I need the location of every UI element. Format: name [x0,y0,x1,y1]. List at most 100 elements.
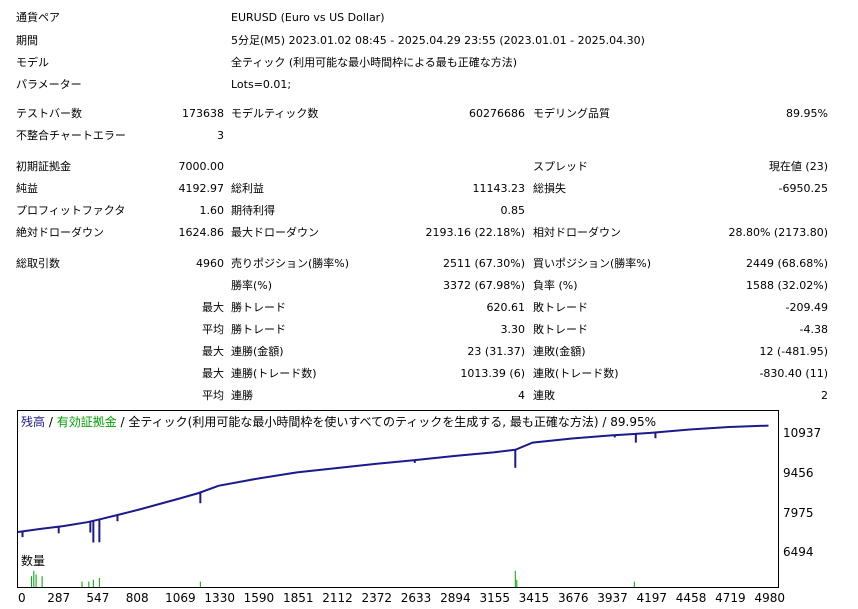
balance-line [18,424,769,533]
short-positions-value: 2511 (67.30%) [442,257,525,270]
x-tick: 2372 [361,591,392,605]
initial-deposit-label: 初期証拠金 [16,160,71,173]
consec-loss-amount-value: 12 (-481.95) [759,345,828,358]
consec-win-amount-label: 連勝(金額) [231,345,284,358]
model-quality-label: モデリング品質 [533,107,610,120]
consec-loss-trades-label: 連敗(トレード数) [533,367,619,380]
consec-win-amount-value: 23 (31.37) [467,345,525,358]
mismatch-value: 3 [217,129,224,142]
volume-label: 数量 [21,554,46,568]
x-tick: 547 [86,591,110,605]
short-positions-label: 売りポジション(勝率%) [231,257,350,270]
avg-loss-value: -4.38 [799,323,828,336]
y-tick: 7975 [783,506,814,520]
long-positions-value: 2449 (68.68%) [745,257,828,270]
win-rate-value: 3372 (67.98%) [442,279,525,292]
x-tick: 1851 [282,591,314,605]
avg-win-value: 3.30 [500,323,526,336]
expected-payoff-label: 期待利得 [231,204,275,217]
consec-win-trades-value: 1013.39 (6) [460,367,525,380]
legend-sep-2: / [116,415,129,429]
x-tick: 287 [47,591,71,605]
test-bars-value: 173638 [182,107,224,120]
volume-chart-svg [31,570,635,587]
info-label-period: 期間 [16,34,38,47]
avg-win-label: 勝トレード [231,323,286,336]
avg-consec-win-label: 連勝 [231,389,253,402]
x-tick: 1330 [204,591,235,605]
mismatch-label: 不整合チャートエラー [16,129,126,142]
max-drawdown-label: 最大ドローダウン [231,226,319,239]
x-tick: 1069 [165,591,196,605]
expected-payoff-value: 0.85 [500,204,526,217]
gross-profit-value: 11143.23 [472,182,526,195]
y-tick: 6494 [783,545,814,559]
avg-label-1: 平均 [202,323,224,336]
info-value-pair: EURUSD (Euro vs US Dollar) [231,11,385,24]
max-label-1: 最大 [202,301,224,314]
info-label-pair: 通貨ペア [16,11,60,24]
y-tick: 10937 [783,426,822,440]
initial-deposit-value: 7000.00 [178,160,225,173]
max-drawdown-value: 2193.16 (22.18%) [425,226,525,239]
model-ticks-label: モデルティック数 [231,107,319,120]
loss-rate-value: 1588 (32.02%) [745,279,828,292]
gross-loss-value: -6950.25 [778,182,828,195]
x-tick: 4197 [636,591,668,605]
consec-loss-trades-value: -830.40 (11) [759,367,828,380]
x-tick: 4458 [675,591,707,605]
abs-drawdown-label: 絶対ドローダウン [16,226,104,239]
info-value-period: 5分足(M5) 2023.01.02 08:45 - 2025.04.29 23… [231,34,645,47]
largest-loss-label: 敗トレード [533,301,588,314]
x-tick: 0 [18,591,26,605]
total-trades-value: 4960 [196,257,224,270]
x-tick: 1590 [243,591,275,605]
spread-value: 現在値 (23) [768,160,828,173]
balance-chart: 残高 / 有効証拠金 / 全ティック(利用可能な最小時間枠を使いすべてのティック… [17,410,779,553]
x-tick: 808 [125,591,149,605]
model-quality-value: 89.95% [786,107,828,120]
model-ticks-value: 60276686 [469,107,525,120]
net-profit-value: 4192.97 [178,182,225,195]
legend-sep-1: / [45,415,57,429]
x-tick: 4719 [715,591,746,605]
legend-model: 全ティック(利用可能な最小時間枠を使いすべてのティックを生成する, 最も正確な方… [128,415,657,429]
info-value-model: 全ティック (利用可能な最小時間枠による最も正確な方法) [231,56,518,69]
abs-drawdown-value: 1624.86 [178,226,225,239]
info-label-params: パラメーター [16,78,82,91]
volume-chart: 数量 [17,551,779,588]
profit-factor-value: 1.60 [199,204,225,217]
gross-profit-label: 総利益 [231,182,264,195]
total-trades-label: 総取引数 [16,257,60,270]
info-label-model: モデル [16,56,49,69]
max-label-3: 最大 [202,367,224,380]
profit-factor-label: プロフィットファクタ [16,204,126,217]
x-tick: 3676 [557,591,589,605]
x-tick: 2112 [322,591,353,605]
legend-balance: 残高 [21,415,46,429]
legend-equity: 有効証拠金 [56,415,117,429]
max-label-2: 最大 [202,345,224,358]
x-tick: 3415 [518,591,550,605]
test-bars-label: テストバー数 [16,107,82,120]
x-tick: 3155 [479,591,510,605]
avg-consec-loss-value: 2 [821,389,828,402]
chart-legend: 残高 / 有効証拠金 / 全ティック(利用可能な最小時間枠を使いすべてのティック… [21,415,656,429]
rel-drawdown-label: 相対ドローダウン [533,226,621,239]
x-tick: 4980 [754,591,785,605]
avg-consec-loss-label: 連敗 [533,389,555,402]
avg-loss-label: 敗トレード [533,323,588,336]
balance-chart-svg [18,424,769,543]
long-positions-label: 買いポジション(勝率%) [533,257,652,270]
largest-loss-value: -209.49 [785,301,828,314]
largest-win-label: 勝トレード [231,301,286,314]
consec-loss-amount-label: 連敗(金額) [533,345,586,358]
x-tick: 2633 [400,591,432,605]
loss-rate-label: 負率 (%) [533,279,578,292]
avg-consec-win-value: 4 [518,389,525,402]
net-profit-label: 純益 [16,182,38,195]
x-tick: 3937 [597,591,628,605]
largest-win-value: 620.61 [486,301,526,314]
y-tick: 9456 [783,466,814,480]
consec-win-trades-label: 連勝(トレード数) [231,367,317,380]
